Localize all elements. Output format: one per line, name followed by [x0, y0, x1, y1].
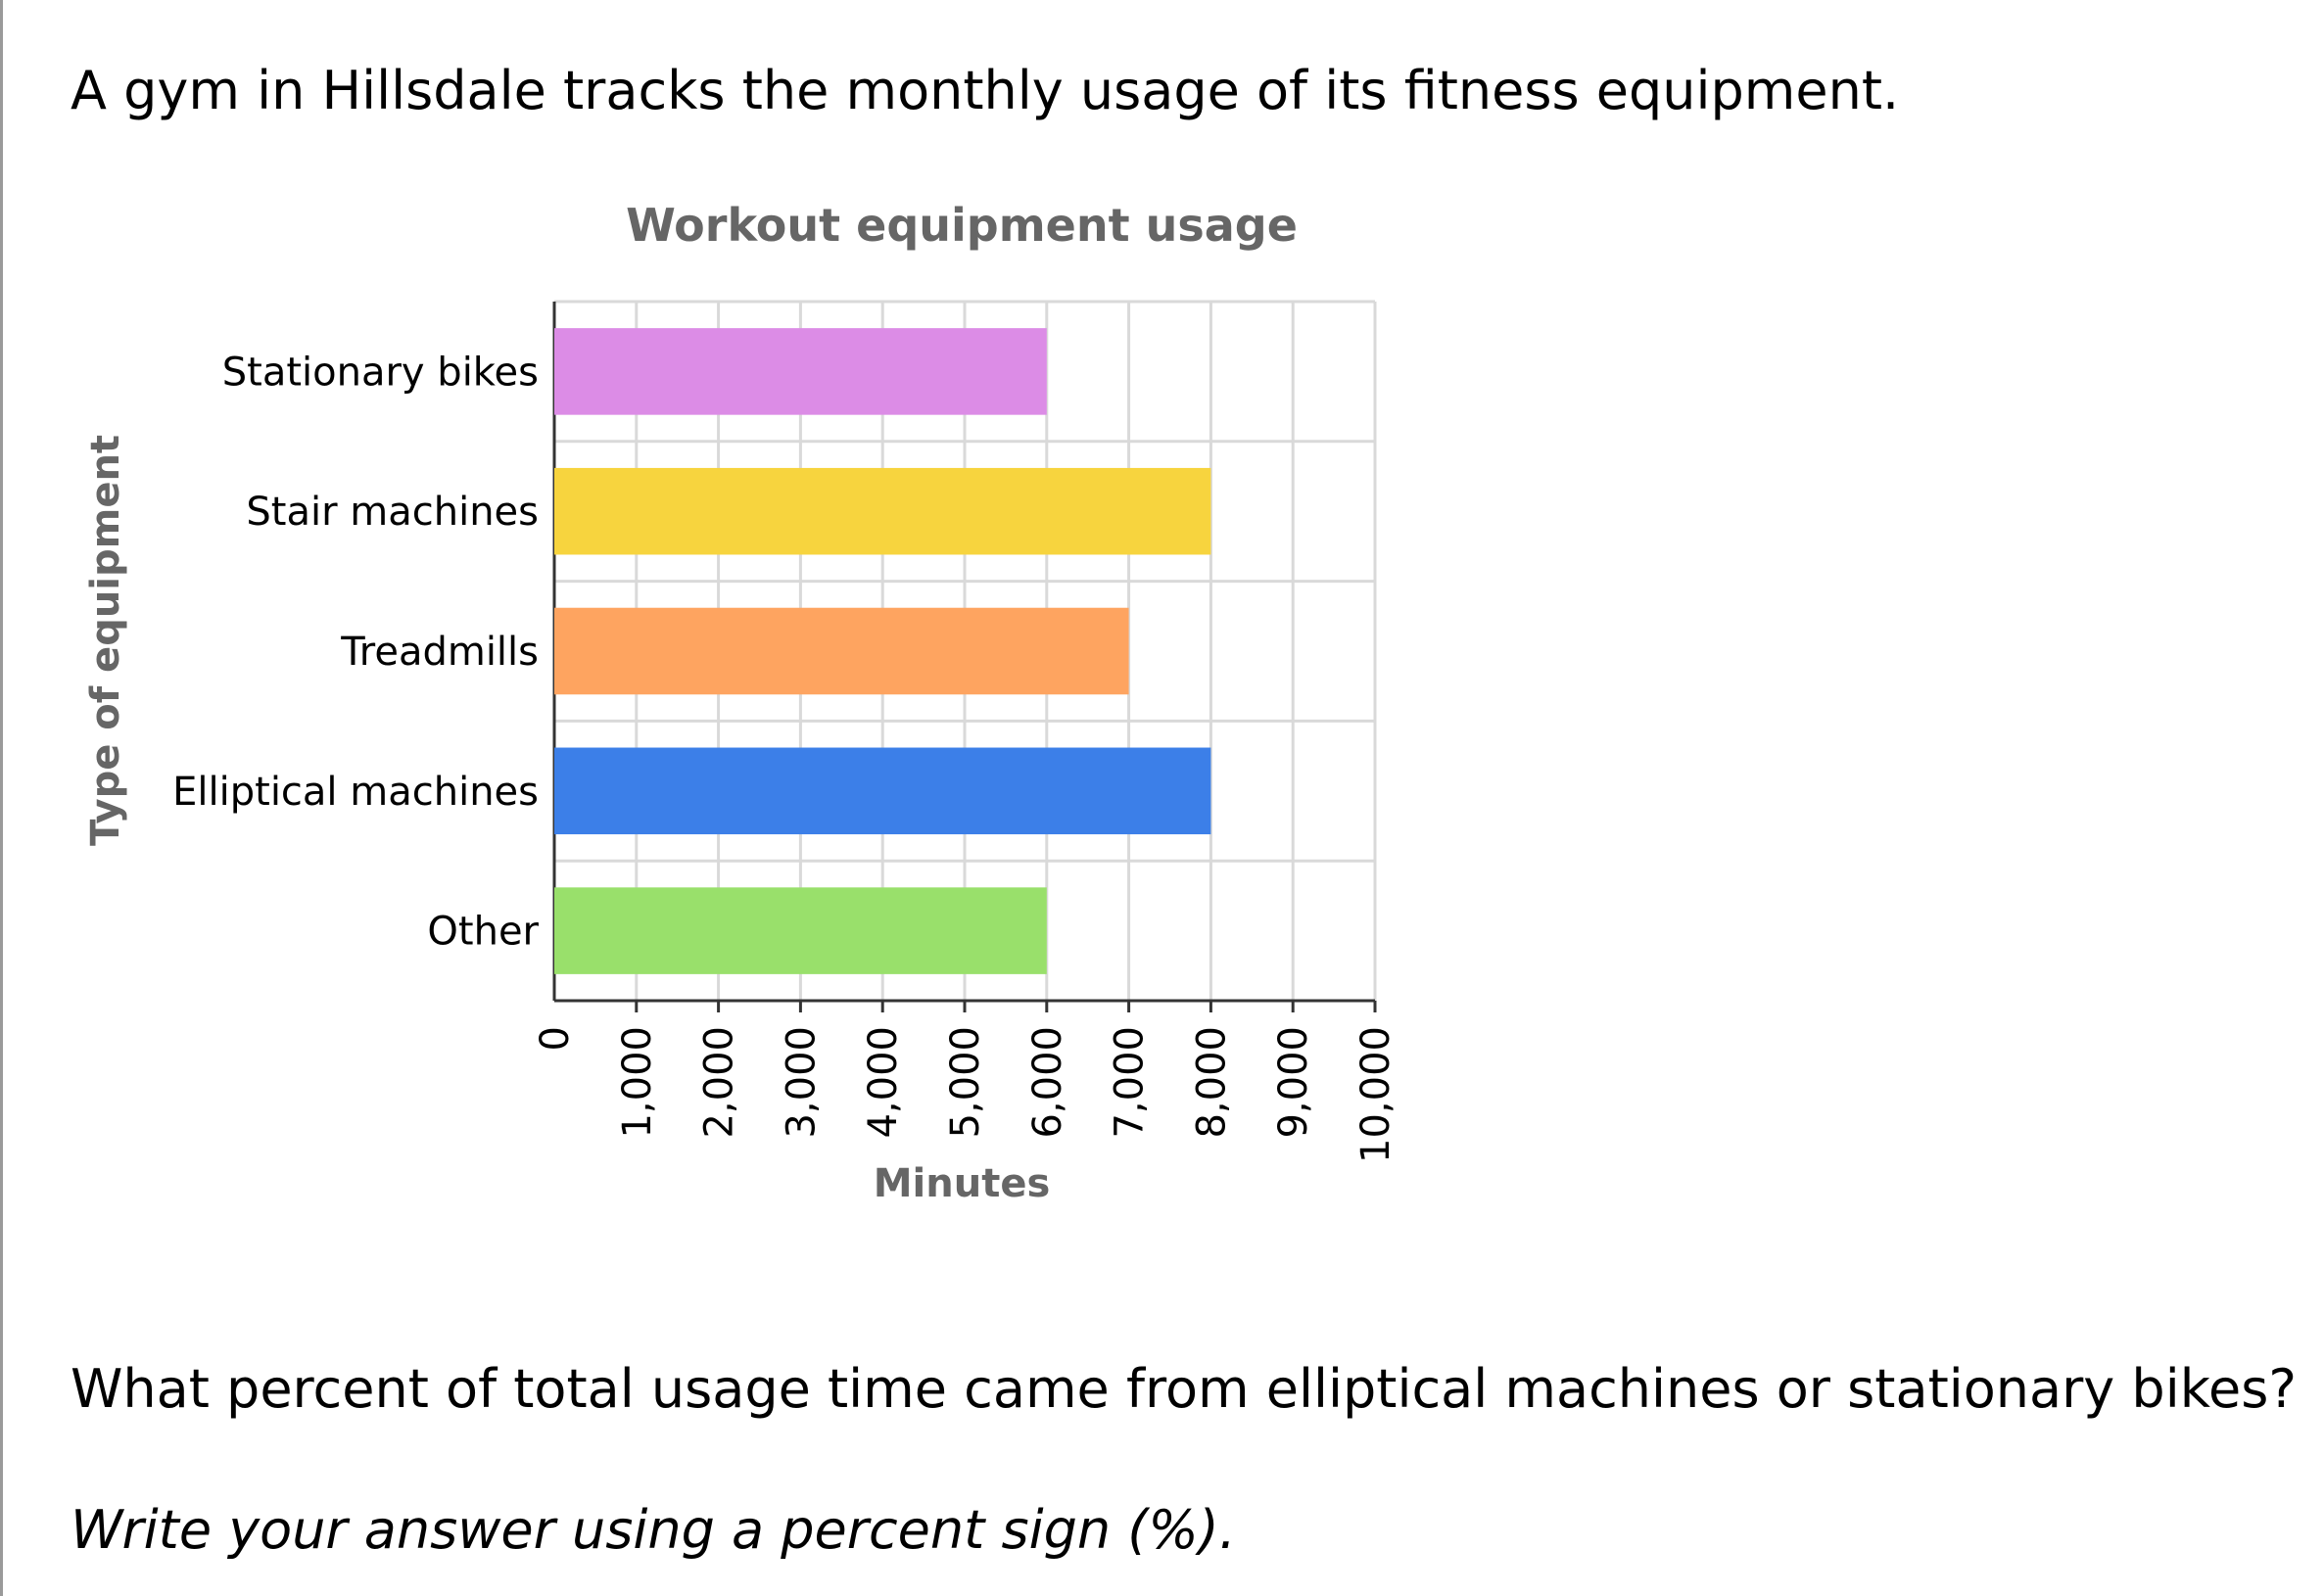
chart-bars [554, 328, 1211, 974]
y-axis-label: Type of equipment [83, 435, 128, 846]
x-tick-label: 0 [533, 1026, 578, 1051]
bar-stationary-bikes [554, 328, 1047, 415]
bar-elliptical-machines [554, 747, 1211, 835]
page-left-border [0, 0, 3, 1596]
problem-question: What percent of total usage time came fr… [71, 1358, 2298, 1420]
answer-instruction: Write your answer using a percent sign (… [71, 1499, 1236, 1561]
category-label-stationary-bikes: Stationary bikes [222, 350, 539, 395]
problem-intro: A gym in Hillsdale tracks the monthly us… [71, 60, 1900, 121]
x-tick-label: 10,000 [1353, 1026, 1399, 1163]
x-tick-label: 3,000 [779, 1026, 824, 1139]
x-axis-label: Minutes [874, 1161, 1051, 1206]
bar-other [554, 887, 1047, 974]
category-label-treadmills: Treadmills [340, 630, 539, 675]
x-tick-label: 6,000 [1025, 1026, 1070, 1139]
bar-chart: Workout equipment usage Stationary bikes… [83, 199, 1399, 1206]
bar-stair-machines [554, 467, 1211, 555]
bar-treadmills [554, 607, 1129, 695]
x-tick-label: 9,000 [1271, 1026, 1316, 1139]
category-label-other: Other [427, 910, 539, 955]
x-tick-label: 7,000 [1108, 1026, 1153, 1139]
chart-title: Workout equipment usage [626, 199, 1298, 252]
x-tick-label: 1,000 [615, 1026, 660, 1139]
x-axis-tick-labels: 0 1,000 2,000 3,000 4,000 5,000 6,000 7,000 8,00… [533, 1026, 1399, 1163]
y-axis-category-labels: Stationary bikes Stair machines Treadmills… [172, 350, 539, 954]
x-tick-label: 5,000 [943, 1026, 988, 1139]
category-label-elliptical-machines: Elliptical machines [172, 770, 539, 815]
x-tick-label: 4,000 [861, 1026, 906, 1139]
x-tick-label: 8,000 [1189, 1026, 1234, 1139]
category-label-stair-machines: Stair machines [246, 490, 539, 535]
x-tick-label: 2,000 [697, 1026, 742, 1139]
